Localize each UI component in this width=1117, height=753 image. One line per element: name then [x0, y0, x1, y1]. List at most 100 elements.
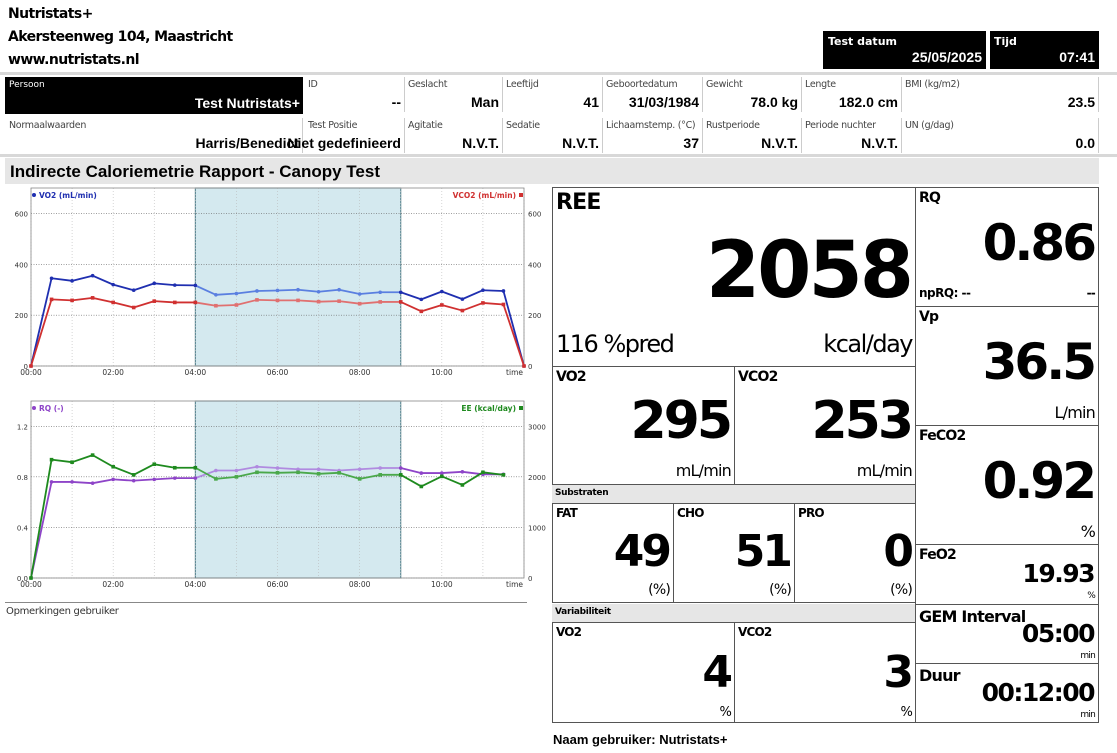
data-point [111, 282, 115, 287]
data-point [398, 466, 403, 470]
data-point [70, 279, 74, 283]
nprq-label: npRQ: -- [919, 286, 971, 300]
row2-field-value: 37 [683, 135, 699, 151]
var-vco2-label: VCO2 [738, 625, 772, 639]
row1-field-value: 23.5 [1067, 94, 1095, 110]
series-segment [71, 274, 93, 282]
feo2-unit: % [1087, 591, 1096, 601]
x-tick-label: time [506, 580, 523, 589]
substraten-label: Substraten [552, 485, 916, 503]
duur-label: Duur [919, 666, 961, 685]
data-point [152, 462, 157, 467]
series-segment [51, 277, 73, 282]
normaalwaarden-box: Normaalwaarden Harris/Benedict [5, 118, 303, 153]
series-segment [318, 471, 340, 475]
series-segment [277, 467, 299, 471]
data-point [49, 457, 54, 462]
y-tick-label: 400 [15, 261, 28, 269]
x-tick-label: 06:00 [267, 580, 289, 589]
data-point [49, 480, 54, 484]
var-vo2-unit: % [719, 705, 731, 720]
data-point [111, 300, 115, 305]
data-point [152, 299, 157, 303]
data-point [49, 276, 54, 281]
nprq-value: -- [1086, 286, 1096, 300]
data-point [357, 467, 362, 472]
data-point [193, 300, 198, 305]
data-point [255, 464, 259, 469]
data-point [29, 576, 33, 580]
data-point [357, 301, 362, 306]
x-tick-label: time [506, 368, 523, 377]
data-point [90, 453, 95, 457]
y2-tick-label: 0 [528, 575, 532, 583]
cho-box: CHO 51 (%) [673, 503, 795, 603]
series-segment [359, 467, 381, 471]
series-segment [133, 300, 155, 309]
data-point [234, 291, 239, 296]
series-segment [441, 475, 463, 486]
data-point [172, 300, 177, 305]
normaalwaarden-value: Harris/Benedict [195, 135, 299, 151]
feco2-value: 0.92 [982, 452, 1097, 510]
row1-field: BMI (kg/m2) 23.5 [902, 77, 1099, 112]
series-segment [359, 291, 381, 295]
var-vco2-value: 3 [883, 647, 914, 698]
data-point [131, 473, 136, 477]
series-segment [277, 288, 299, 292]
y-tick-label: 600 [15, 210, 28, 218]
data-point [440, 289, 444, 294]
data-point [152, 477, 157, 482]
series-segment [72, 481, 93, 485]
vp-box: Vp 36.5 L/min [915, 306, 1099, 426]
series-segment [113, 478, 134, 482]
company-address: Akersteenweg 104, Maastricht [8, 29, 233, 45]
cho-value: 51 [734, 526, 793, 577]
row2-field: Periode nuchter N.V.T. [802, 118, 902, 153]
data-point [501, 473, 506, 477]
data-point [214, 477, 218, 481]
data-point [296, 287, 300, 292]
data-point [398, 473, 403, 477]
series-segment [482, 471, 504, 476]
data-point [378, 473, 383, 477]
series-segment [194, 466, 217, 480]
data-point [172, 476, 177, 480]
series-segment [236, 471, 258, 478]
row1-field-label: Leeftijd [506, 79, 539, 90]
row1-field-value: 182.0 cm [838, 94, 898, 110]
row1-field: Geslacht Man [405, 77, 503, 112]
data-point [316, 299, 321, 304]
vco2-value: 253 [811, 391, 914, 451]
data-point [398, 290, 403, 295]
x-tick-label: 04:00 [185, 580, 207, 589]
row1-field-label: Geslacht [408, 79, 448, 90]
legend-marker [32, 406, 36, 410]
series-segment [51, 298, 73, 302]
plot-frame [30, 187, 525, 367]
series-segment [92, 454, 114, 468]
series-segment [400, 467, 422, 474]
series-segment [133, 282, 155, 292]
series-segment [297, 288, 319, 293]
data-point [255, 289, 259, 293]
row2-field-label: Test Positie [308, 120, 358, 131]
feco2-box: FeCO2 0.92 % [915, 425, 1099, 545]
persoon-label: Persoon [9, 80, 45, 90]
series-segment [297, 471, 319, 475]
test-date-box: Test datum 25/05/2025 [823, 31, 986, 69]
y2-tick-label: 2000 [528, 474, 546, 482]
row2-field-value: 0.0 [1075, 135, 1095, 151]
series-segment [236, 465, 258, 472]
x-tick-label: 04:00 [185, 368, 207, 377]
series-segment [318, 468, 340, 472]
series-segment [133, 478, 155, 482]
report-title: Indirecte Caloriemetrie Rapport - Canopy… [10, 162, 380, 181]
data-point [481, 470, 485, 475]
data-point [296, 298, 300, 303]
time-box: Tijd 07:41 [990, 31, 1099, 69]
y-tick-label: 0 [24, 363, 28, 371]
row2-field-value: N.V.T. [761, 135, 798, 151]
data-point [214, 303, 218, 308]
series-segment [215, 304, 237, 307]
